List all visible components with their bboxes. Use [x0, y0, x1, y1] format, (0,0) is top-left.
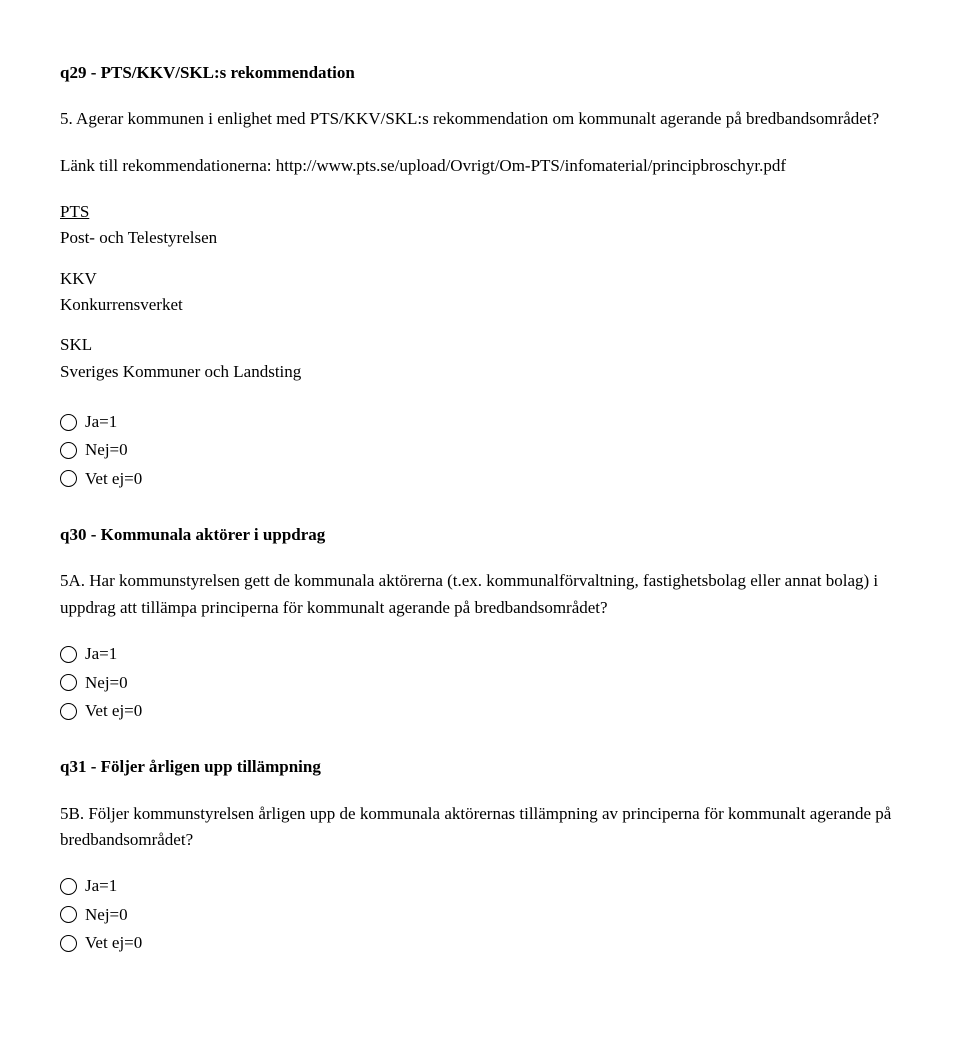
option-label: Ja=1 [85, 409, 900, 435]
q31-heading: q31 - Följer årligen upp tillämpning [60, 754, 900, 780]
q31-options: Ja=1 Nej=0 Vet ej=0 [60, 873, 900, 956]
q29-link[interactable]: http://www.pts.se/upload/Ovrigt/Om-PTS/i… [276, 156, 786, 175]
def-full: Post- och Telestyrelsen [60, 225, 900, 251]
q30-question: 5A. Har kommunstyrelsen gett de kommunal… [60, 568, 900, 621]
option-label: Nej=0 [85, 670, 900, 696]
option-row: Nej=0 [60, 670, 900, 696]
option-label: Vet ej=0 [85, 466, 900, 492]
radio-icon[interactable] [60, 646, 77, 663]
def-abbrev: KKV [60, 266, 900, 292]
option-row: Nej=0 [60, 437, 900, 463]
radio-icon[interactable] [60, 935, 77, 952]
def-abbrev: SKL [60, 332, 900, 358]
radio-icon[interactable] [60, 470, 77, 487]
option-row: Vet ej=0 [60, 930, 900, 956]
option-row: Ja=1 [60, 873, 900, 899]
radio-icon[interactable] [60, 878, 77, 895]
q29-definitions: PTS Post- och Telestyrelsen KKV Konkurre… [60, 199, 900, 385]
radio-icon[interactable] [60, 442, 77, 459]
option-row: Nej=0 [60, 902, 900, 928]
q29-heading: q29 - PTS/KKV/SKL:s rekommendation [60, 60, 900, 86]
option-label: Ja=1 [85, 641, 900, 667]
option-label: Vet ej=0 [85, 698, 900, 724]
radio-icon[interactable] [60, 414, 77, 431]
q30-options: Ja=1 Nej=0 Vet ej=0 [60, 641, 900, 724]
def-full: Konkurrensverket [60, 292, 900, 318]
definition-item: KKV Konkurrensverket [60, 266, 900, 319]
q31-question: 5B. Följer kommunstyrelsen årligen upp d… [60, 801, 900, 854]
radio-icon[interactable] [60, 906, 77, 923]
radio-icon[interactable] [60, 703, 77, 720]
def-abbrev: PTS [60, 202, 89, 221]
q30-heading: q30 - Kommunala aktörer i uppdrag [60, 522, 900, 548]
q29-link-label: Länk till rekommendationerna: [60, 156, 272, 175]
q29-question: 5. Agerar kommunen i enlighet med PTS/KK… [60, 106, 900, 132]
q29-options: Ja=1 Nej=0 Vet ej=0 [60, 409, 900, 492]
definition-item: PTS Post- och Telestyrelsen [60, 199, 900, 252]
option-label: Nej=0 [85, 437, 900, 463]
option-row: Vet ej=0 [60, 698, 900, 724]
option-row: Ja=1 [60, 641, 900, 667]
option-label: Vet ej=0 [85, 930, 900, 956]
option-label: Ja=1 [85, 873, 900, 899]
option-label: Nej=0 [85, 902, 900, 928]
def-full: Sveriges Kommuner och Landsting [60, 359, 900, 385]
q29-link-block: Länk till rekommendationerna: http://www… [60, 153, 900, 179]
definition-item: SKL Sveriges Kommuner och Landsting [60, 332, 900, 385]
option-row: Ja=1 [60, 409, 900, 435]
option-row: Vet ej=0 [60, 466, 900, 492]
radio-icon[interactable] [60, 674, 77, 691]
